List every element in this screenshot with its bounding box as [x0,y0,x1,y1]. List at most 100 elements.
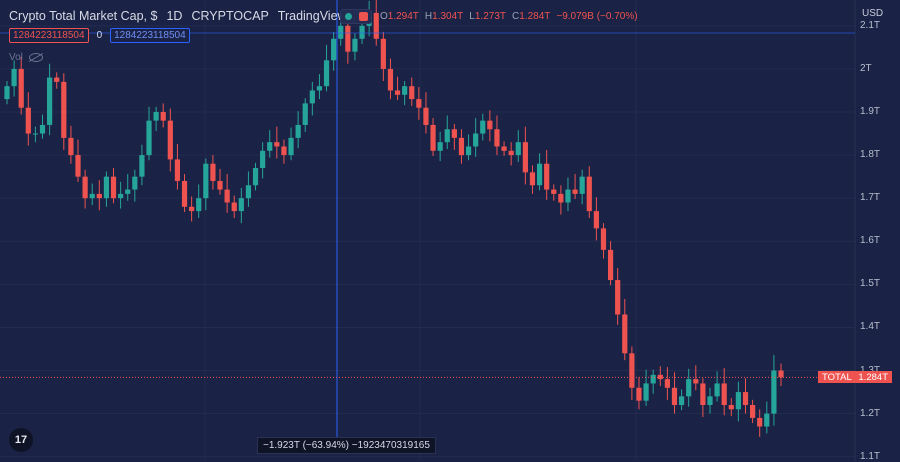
candle-up [565,189,571,203]
candle-down [749,404,756,418]
volume-indicator[interactable]: Vol [9,52,43,63]
close-value: 1.284T [519,10,551,22]
currency-label[interactable]: USD [862,8,884,19]
zero-readout: 0 [96,30,103,41]
candle-up [323,60,330,87]
candle-down [61,81,67,138]
candle-up [764,413,770,427]
candle-down [551,189,557,194]
candle-down [778,370,784,378]
y-tick-label: 1.8T [860,149,881,161]
value-readout-red[interactable]: 1284223118504 [9,28,89,43]
candle-up [316,86,323,91]
candle-up [536,163,543,186]
candle-up [196,198,202,212]
tradingview-logo[interactable]: 17 [9,428,33,452]
candle-up [203,163,209,199]
low-value: 1.273T [474,10,506,22]
candle-down [345,25,351,52]
candle-down [664,379,670,388]
candle-down [281,146,287,156]
candle-down [380,38,386,69]
candle-down [593,211,599,229]
symbol-header: Crypto Total Market Cap, $ 1D CRYPTOCAP … [9,6,356,26]
candle-down [82,176,88,199]
candle-down [274,142,280,147]
candle-up [444,129,450,143]
candle-down [487,120,493,130]
interval-label[interactable]: 1D [166,9,183,23]
candle-up [132,176,138,190]
candle-down [572,189,578,194]
high-value: 1.304T [432,10,464,22]
candle-up [309,90,315,104]
eye-hidden-icon[interactable] [28,53,43,62]
candle-up [579,176,585,194]
candle-down [387,68,394,91]
candle-down [174,159,181,181]
open-key: O [380,10,388,22]
candle-up [89,193,95,199]
volume-label: Vol [9,52,23,63]
candle-down [615,280,621,315]
value-readouts: 1284223118504 0 1284223118504 [9,28,190,43]
candle-down [394,90,401,95]
candle-up [288,137,294,156]
candle-up [707,396,713,405]
candle-up [125,189,131,194]
candle-up [47,77,53,125]
candle-up [39,124,46,134]
candle-up [153,112,159,121]
candle-down [54,77,60,82]
candle-down [558,193,564,203]
high-key: H [424,10,433,22]
candle-down [636,387,642,401]
candle-up [139,155,145,177]
candle-down [181,180,188,207]
candle-up [302,103,308,125]
value-readout-blue[interactable]: 1284223118504 [110,28,190,43]
candle-down [167,120,173,160]
last-price-badge: TOTAL 1.284T [818,371,892,384]
candle-up [252,168,259,186]
candle-down [622,314,628,354]
candle-down [600,228,607,250]
y-tick-label: 1.4T [860,321,881,333]
change-value: −9.079B (−0.70%) [556,10,638,22]
candle-up [11,68,17,87]
y-tick-label: 1.1T [860,450,881,462]
candle-down [544,163,550,190]
candle-down [721,383,727,405]
measure-tooltip: −1.923T (−63.94%) −1923470319165 [257,437,436,454]
candle-up [260,150,266,169]
candle-down [451,129,457,138]
candle-up [118,193,124,199]
candle-up [678,396,685,405]
candle-down [501,146,507,151]
close-key: C [512,10,520,22]
candle-down [25,107,31,134]
candle-up [650,374,656,384]
candle-down [757,417,763,427]
candle-up [338,25,344,39]
symbol-title[interactable]: Crypto Total Market Cap, $ [9,9,158,23]
candle-down [529,172,536,186]
candle-up [32,133,39,135]
market-status-toggle[interactable] [340,8,372,24]
candle-down [522,142,528,173]
candle-down [742,392,749,405]
candle-up [359,25,365,39]
source-label: TradingView [277,9,347,23]
candle-down [494,129,500,147]
candle-down [423,107,429,125]
open-value: 1.294T [387,10,419,22]
exchange-label: CRYPTOCAP [191,9,269,23]
candle-up [402,86,408,95]
candle-down [68,137,74,156]
candle-up [295,124,301,138]
candle-down [160,112,166,121]
candle-down [217,180,223,190]
candle-up [515,142,521,156]
